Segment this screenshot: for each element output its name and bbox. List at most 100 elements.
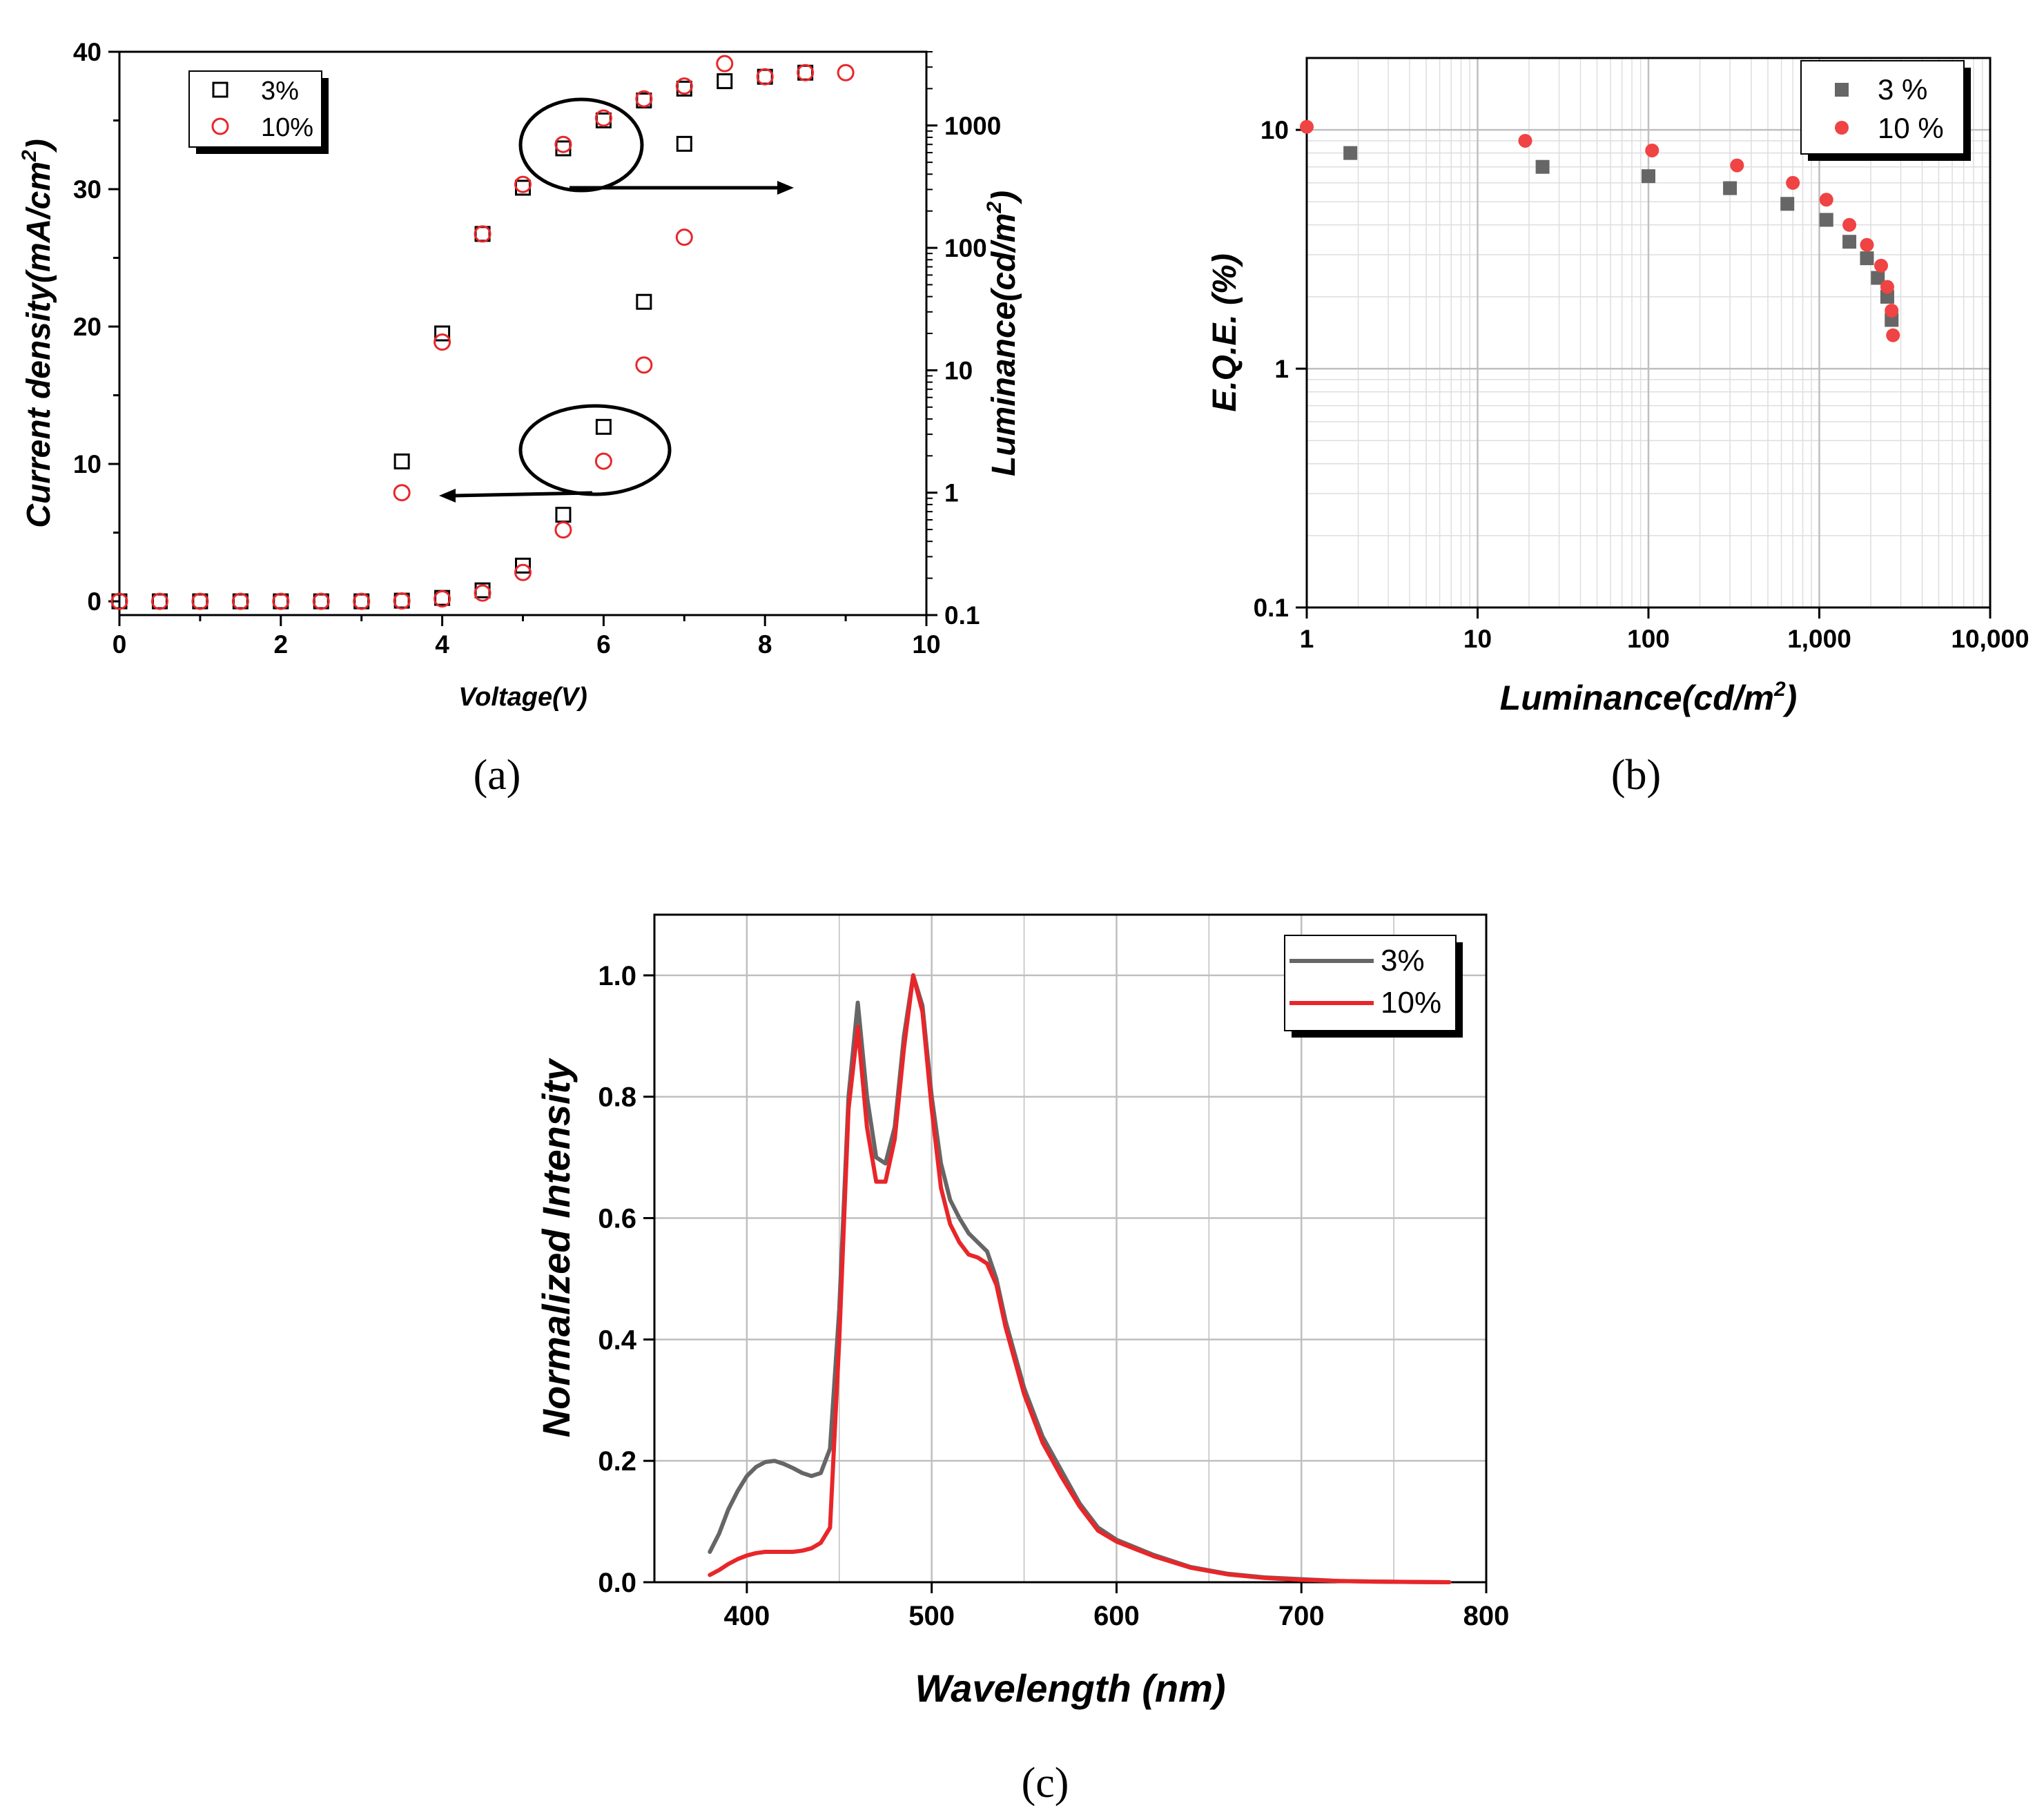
x-tick-label-c: 500	[908, 1601, 955, 1631]
y-tick-label-c: 0.6	[598, 1204, 636, 1234]
data-point-square-b	[1819, 213, 1833, 227]
x-tick-label-b: 10,000	[1951, 625, 2029, 653]
chart-b: 1 10 100 1,000 10,000 0.1 1 10 Luminance(cd/m2) E…	[1207, 57, 2030, 799]
x-tick-label-c: 700	[1278, 1601, 1325, 1631]
x-axis-title-text-b: Luminance(cd/m	[1500, 679, 1774, 717]
data-point-circle-a	[353, 592, 371, 610]
data-point-circle-b	[1645, 143, 1659, 157]
series-a-3	[393, 55, 855, 502]
data-point-circle-b	[1300, 119, 1314, 134]
annotation-ellipse-lower-a	[518, 404, 672, 496]
data-point-circle-a	[635, 90, 653, 108]
data-point-circle-a	[716, 55, 734, 72]
data-point-square-a	[636, 293, 652, 310]
data-point-square-b	[1642, 169, 1655, 184]
data-point-circle-a	[675, 77, 693, 95]
data-point-square-a	[515, 557, 531, 574]
data-point-circle-a	[514, 175, 532, 193]
annotation-arrowhead-left-a	[439, 489, 456, 503]
y-tick-label-b: 10	[1261, 116, 1289, 144]
y-tick-label-c: 0.4	[598, 1325, 636, 1355]
legend-b: 3 % 10 %	[1800, 60, 1971, 161]
y-tick-label-a: 0	[87, 587, 101, 616]
data-point-circle-a	[191, 592, 209, 610]
x-tick-label-b: 10	[1463, 625, 1492, 653]
data-point-circle-a	[150, 592, 168, 610]
data-point-circle-a	[756, 68, 774, 86]
series-line-c	[708, 973, 1452, 1584]
legend-label-c: 10%	[1381, 986, 1441, 1020]
chart-c: 400 500 600 700 800 0.0 0.2 0.4 0.6 0.8 1.0 Wavelen…	[534, 913, 1510, 1807]
y2-tick-label-a: 1	[944, 479, 959, 507]
data-point-circle-a	[514, 563, 532, 581]
data-point-circle-a	[837, 64, 855, 81]
legend-label-b: 3 %	[1878, 73, 1927, 106]
data-point-circle-b	[1886, 328, 1900, 342]
data-point-circle-a	[434, 333, 451, 351]
y2-axis-title-a: Luminance(cd/m2)	[983, 191, 1022, 476]
y2-tick-label-a: 100	[944, 234, 987, 262]
y-axis-title-a: Current density(mA/cm2)	[18, 139, 57, 527]
x-axis-title-c: Wavelength (nm)	[915, 1666, 1225, 1710]
data-point-circle-b	[1730, 158, 1744, 173]
panel-label-c: (c)	[1022, 1760, 1069, 1807]
y-axis-title-c: Normalized Intensity	[534, 1058, 578, 1438]
data-point-square-b	[1343, 146, 1358, 160]
legend-label-b: 10 %	[1878, 112, 1944, 144]
y-tick-label-b: 0.1	[1254, 594, 1289, 622]
data-point-square-a	[555, 140, 572, 157]
data-point-square-b	[1842, 235, 1857, 249]
series-a-0	[111, 135, 692, 610]
series-line-c	[708, 973, 1452, 1584]
legend-marker-square-b	[1835, 83, 1849, 97]
y2-axis-title-close-a: )	[986, 191, 1022, 205]
data-point-square-b	[1871, 271, 1885, 285]
legend-marker-square-a	[212, 81, 228, 98]
legend-label-a: 10%	[261, 113, 313, 142]
x-axis-title-close-b: )	[1782, 679, 1798, 717]
data-point-circle-a	[594, 452, 612, 470]
x-axis-title-b: Luminance(cd/m2)	[1500, 678, 1798, 717]
data-point-circle-b	[1819, 193, 1833, 207]
y-tick-label-b: 1	[1274, 355, 1289, 383]
y-tick-label-c: 1.0	[598, 961, 636, 991]
y-axis-title-close-a: )	[21, 139, 57, 153]
data-point-circle-a	[393, 592, 411, 610]
y2-tick-label-a: 0.1	[944, 601, 980, 630]
chart-a: 0 2 4 6 8 100102030400.11101001000Voltage(V)C…	[18, 38, 1022, 799]
legend-c: 3%10%	[1284, 935, 1463, 1038]
series-a-1	[110, 228, 693, 610]
x-tick-label-b: 100	[1627, 625, 1670, 653]
x-tick-label-c: 600	[1093, 1601, 1140, 1631]
data-point-square-a	[393, 453, 410, 469]
data-point-circle-a	[675, 228, 693, 246]
x-tick-label-c: 400	[724, 1601, 770, 1631]
data-point-circle-a	[474, 225, 491, 243]
data-point-circle-b	[1786, 175, 1800, 190]
plot-frame-c	[653, 913, 1488, 1584]
x-axis-title-sup-b: 2	[1773, 678, 1786, 701]
y-tick-label-a: 30	[73, 175, 101, 204]
x-axis-title-a: Voltage(V)	[458, 683, 587, 712]
legend-label-c: 3%	[1381, 944, 1425, 977]
data-point-square-b	[1880, 289, 1894, 304]
y2-tick-label-a: 10	[944, 356, 973, 385]
data-point-square-a	[676, 135, 692, 152]
data-point-circle-a	[554, 135, 572, 153]
annotation-arrow-left-a	[454, 491, 593, 498]
data-point-circle-a	[635, 356, 653, 374]
y-tick-label-c: 0.0	[598, 1568, 636, 1598]
data-point-circle-a	[434, 590, 451, 608]
legend-box-a	[188, 70, 322, 148]
data-point-square-b	[1860, 251, 1874, 266]
x-tick-label-c: 800	[1463, 1601, 1510, 1631]
data-point-circle-a	[554, 521, 572, 539]
annotation-ellipse-upper-a	[518, 97, 644, 193]
legend-marker-circle-b	[1835, 121, 1849, 135]
data-point-square-a	[595, 418, 612, 435]
data-point-circle-b	[1874, 258, 1889, 273]
x-tick-label-b: 1	[1300, 625, 1314, 653]
data-point-circle-a	[797, 64, 815, 81]
series-b-0	[1343, 146, 1899, 327]
